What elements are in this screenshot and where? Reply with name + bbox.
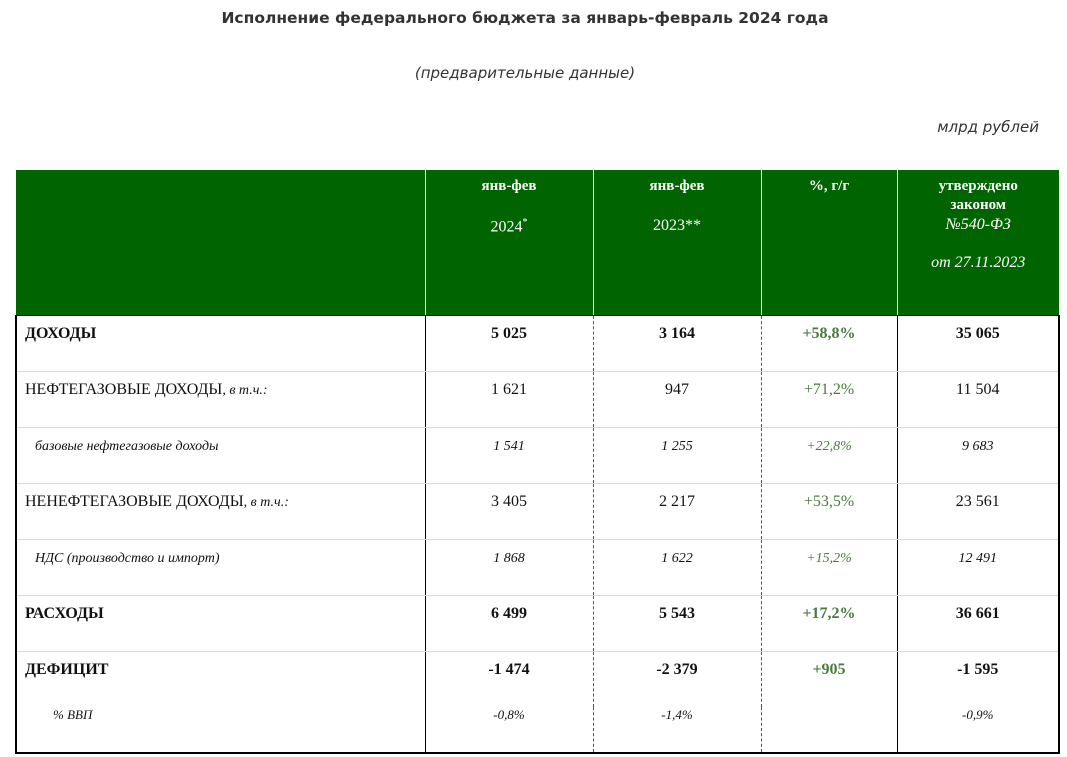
budget-table: янв-фев 2024* янв-фев 2023** %, г/г утве…	[15, 170, 1060, 754]
row-label: ДОХОДЫ	[25, 325, 97, 342]
table-header-row: янв-фев 2024* янв-фев 2023** %, г/г утве…	[16, 170, 1059, 316]
value-2023: 2 217	[659, 493, 695, 510]
value-2023: 947	[665, 381, 689, 398]
table-row: ДОХОДЫ 5 025 3 164 +58,8% 35 065	[15, 315, 1060, 372]
page-title: Исполнение федерального бюджета за январ…	[221, 9, 829, 27]
header-jan-feb-2023: янв-фев 2023**	[593, 170, 762, 316]
value-yoy: +15,2%	[806, 551, 852, 566]
table-row: НЕНЕФТЕГАЗОВЫЕ ДОХОДЫ, в т.ч.: 3 405 2 2…	[15, 483, 1060, 540]
value-2023: 1 255	[661, 439, 693, 454]
value-yoy: +53,5%	[803, 493, 855, 510]
value-2023: 1 622	[661, 551, 693, 566]
value-law: 12 491	[958, 551, 998, 566]
row-label: НДС (производство и импорт)	[35, 551, 220, 566]
page-subtitle: (предварительные данные)	[414, 64, 636, 82]
value-2023: -2 379	[656, 661, 698, 678]
value-yoy: +71,2%	[803, 381, 855, 398]
value-law: 36 661	[955, 605, 1000, 622]
row-label: НЕНЕФТЕГАЗОВЫЕ ДОХОДЫ	[25, 493, 244, 510]
table-row: НЕФТЕГАЗОВЫЕ ДОХОДЫ, в т.ч.: 1 621 947 +…	[15, 371, 1060, 428]
header-label-cell	[16, 170, 426, 316]
table-row: РАСХОДЫ 6 499 5 543 +17,2% 36 661	[15, 595, 1060, 652]
header-jan-feb-2024: янв-фев 2024*	[425, 170, 594, 316]
value-2024: -1 474	[488, 661, 530, 678]
value-2024: 6 499	[491, 605, 527, 622]
value-2023: -1,4%	[661, 707, 693, 722]
value-2024: 3 405	[491, 493, 527, 510]
header-yoy-percent: %, г/г	[761, 170, 898, 316]
value-law: 23 561	[955, 493, 1000, 510]
row-label: базовые нефтегазовые доходы	[35, 439, 219, 454]
value-yoy: +17,2%	[802, 605, 856, 622]
value-law: -1 595	[957, 661, 999, 678]
header-approved-by-law: утверждено законом №540-ФЗ от 27.11.2023	[897, 170, 1059, 316]
table-row: базовые нефтегазовые доходы 1 541 1 255 …	[15, 427, 1060, 484]
value-2024: 1 541	[493, 439, 525, 454]
row-label: % ВВП	[53, 707, 93, 722]
value-law: -0,9%	[962, 707, 994, 722]
row-label: РАСХОДЫ	[25, 605, 104, 622]
value-2024: 1 621	[491, 381, 527, 398]
value-yoy: +905	[812, 661, 846, 678]
value-2024: 5 025	[491, 325, 527, 342]
value-yoy: +22,8%	[806, 439, 852, 454]
value-2024: -0,8%	[493, 707, 525, 722]
row-label-suffix: , в т.ч.:	[243, 495, 289, 510]
value-2024: 1 868	[493, 551, 525, 566]
row-label: ДЕФИЦИТ	[25, 661, 109, 678]
value-2023: 5 543	[659, 605, 695, 622]
row-label: НЕФТЕГАЗОВЫЕ ДОХОДЫ	[25, 381, 223, 398]
table-row: НДС (производство и импорт) 1 868 1 622 …	[15, 539, 1060, 596]
value-law: 9 683	[962, 439, 994, 454]
table-row: ДЕФИЦИТ -1 474 -2 379 +905 -1 595	[15, 651, 1060, 707]
units-label: млрд рублей	[937, 118, 1039, 136]
row-label-suffix: , в т.ч.:	[222, 383, 268, 398]
value-law: 35 065	[955, 325, 1000, 342]
value-2023: 3 164	[659, 325, 695, 342]
table-row: % ВВП -0,8% -1,4% -0,9%	[15, 707, 1060, 754]
value-law: 11 504	[956, 381, 1000, 398]
value-yoy: +58,8%	[802, 325, 856, 342]
